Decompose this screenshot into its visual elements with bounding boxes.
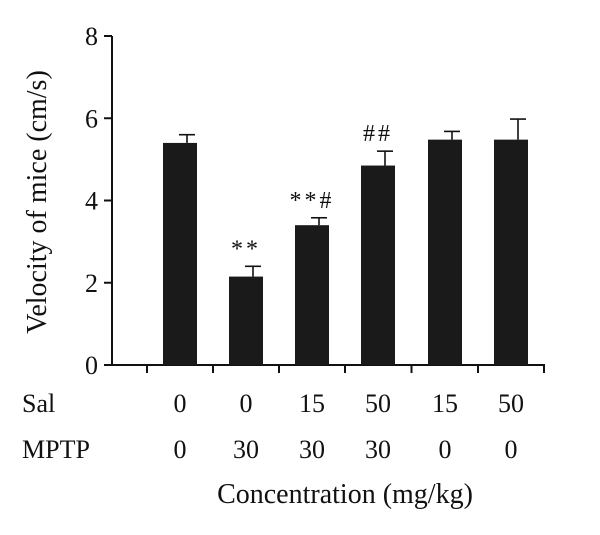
bar [428,139,462,365]
group-row-value: 50 [498,389,524,418]
x-axis-label: Concentration (mg/kg) [217,479,473,510]
bar [163,142,197,365]
bar [361,165,395,365]
y-tick-label: 6 [85,104,98,133]
significance-label: ** [231,236,261,262]
significance-label: **# [290,188,335,214]
group-row-value: 15 [299,389,325,418]
group-row-value: 0 [439,435,452,464]
group-row-label: MPTP [22,435,90,464]
group-row-value: 30 [365,435,391,464]
group-row-value: 0 [505,435,518,464]
group-row-value: 30 [233,435,259,464]
significance-label: ## [363,121,393,147]
group-row-value: 0 [240,389,253,418]
bar [229,276,263,365]
significance-annotations: ** **# ## [231,121,393,262]
group-row-value: 15 [432,389,458,418]
y-tick-label: 8 [85,22,98,51]
y-tick-label: 0 [85,351,98,380]
y-axis-label: Velocity of mice (cm/s) [22,70,53,334]
x-axis [112,364,545,373]
error-bars [179,118,526,277]
bars [163,139,528,365]
y-tick-label: 2 [85,269,98,298]
group-row-value: 0 [174,389,187,418]
group-row-value: 30 [299,435,325,464]
group-label-rows: Sal 0 0 15 50 15 50 MPTP 0 30 30 30 0 0 [22,389,524,464]
y-tick-label: 4 [85,187,98,216]
bar [494,139,528,365]
y-axis: 0 2 4 6 8 [85,22,113,380]
group-row-value: 50 [365,389,391,418]
bar [295,225,329,365]
group-row-label: Sal [22,389,55,418]
group-row-value: 0 [174,435,187,464]
